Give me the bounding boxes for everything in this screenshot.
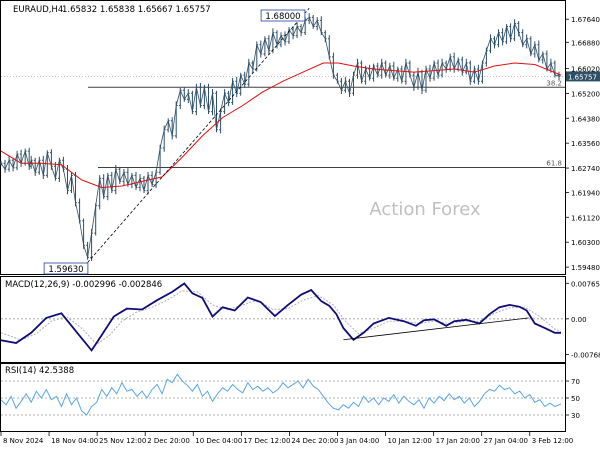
moving-average-line [0,62,562,189]
fib-level-label: 38.2 [546,79,562,87]
time-axis-label: 25 Nov 12:00 [99,437,146,445]
time-axis-label: 27 Jan 04:00 [484,437,528,445]
swing-low-label-text: 1.59630 [48,265,83,275]
time-axis-label: 10 Jan 12:00 [388,437,432,445]
rsi-axis-label: 30 [571,412,580,420]
macd-axis-label: -0.007685 [571,352,600,360]
time-axis-label: 3 Feb 12:00 [532,437,573,445]
time-axis-label: 24 Dec 20:00 [291,437,338,445]
rsi-axis-label: 50 [571,395,580,403]
ohlc-label: 1.65832 1.65838 1.65667 1.65757 [62,5,211,15]
time-axis-label: 10 Dec 04:00 [195,437,242,445]
time-axis-label: 17 Dec 12:00 [243,437,290,445]
symbol-label: EURAUD,H4 [13,5,63,15]
current-price-marker [566,71,600,82]
rsi-axis-label: 70 [571,378,580,386]
rsi-layer [0,373,565,416]
axis-layer: 1.67640 1.66880 1.66020 1.65200 1.64380 1.635… [0,16,600,445]
swing-low-label-box [43,262,89,275]
price-layer: 38.2 61.8 1.68000 1.59630 [0,8,565,275]
time-axis-label: 8 Nov 2024 [3,437,44,445]
macd-line [0,282,561,352]
swing-low-label: 1.59630 [43,262,89,275]
macd-trendline [343,317,529,341]
macd-title: MACD(12,26,9) -0.002996 -0.002846 [5,280,162,290]
macd-axis-label: 0.00 [571,316,587,324]
price-axis-label: 1.66880 [571,39,600,47]
rsi-title: RSI(14) 42.5388 [5,366,74,376]
macd-axis-label: 0.007651 [571,280,600,288]
swing-high-label-box [260,9,306,22]
time-axis-label: 18 Nov 04:00 [51,437,98,445]
price-bars [0,13,561,261]
time-axis-label: 3 Jan 04:00 [339,437,379,445]
time-axis-label: 17 Jan 20:00 [436,437,480,445]
macd-panel-frame [0,276,566,363]
rsi-panel-frame [0,363,566,432]
price-axis-label: 1.60300 [571,239,600,247]
price-axis-label: 1.66020 [571,65,600,73]
swing-high-label: 1.68000 [260,9,306,22]
fib-level-label: 61.8 [546,159,562,167]
time-axis-label: 2 Dec 20:00 [147,437,190,445]
price-panel-frame [0,0,566,275]
rsi-line [0,373,562,416]
price-axis-label: 1.62740 [571,165,600,173]
price-axis-label: 1.67640 [571,16,600,24]
price-axis-label: 1.64380 [571,115,600,123]
price-axis-label: 1.65200 [571,90,600,98]
current-price-label: 1.65757 [568,73,597,81]
price-axis-label: 1.63560 [571,140,600,148]
price-axis-label: 1.59480 [571,264,600,272]
macd-layer [0,282,565,352]
price-axis-label: 1.61120 [571,214,600,222]
price-close-line [0,16,560,258]
price-axis-label: 1.61940 [571,189,600,197]
swing-high-label-text: 1.68000 [265,12,300,22]
swing-dashed-line [87,8,310,263]
watermark-text: Action Forex [369,199,481,220]
